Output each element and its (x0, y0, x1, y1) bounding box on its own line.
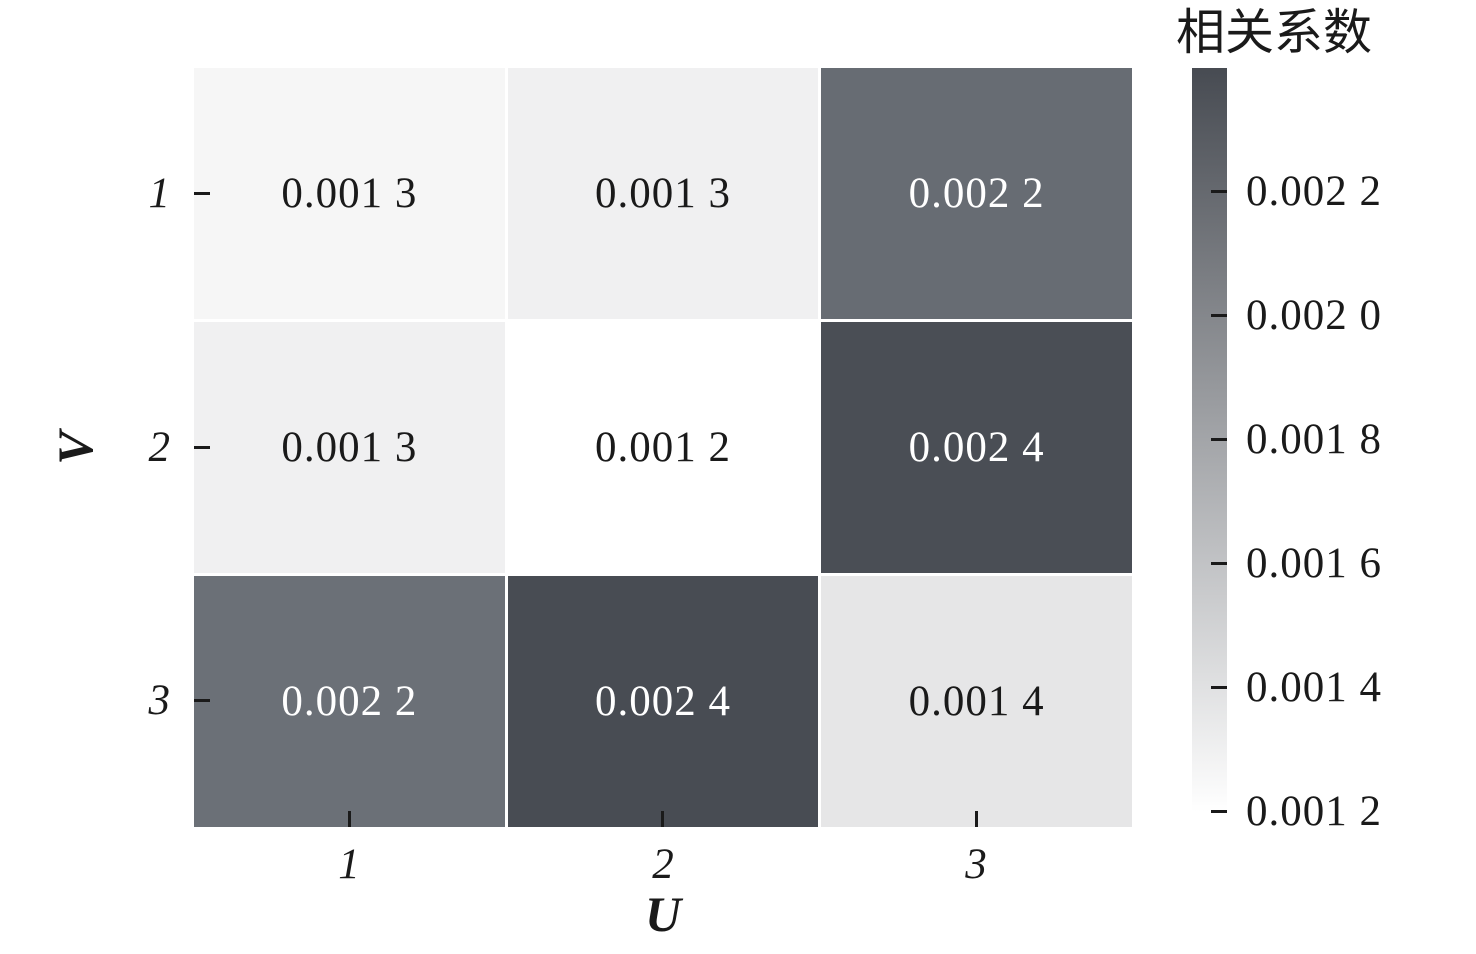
heatmap-cell: 0.001 4 (821, 576, 1132, 827)
y-tick-label: 2 (148, 424, 171, 471)
heatmap-cell: 0.002 4 (507, 576, 819, 827)
y-tick-mark (194, 699, 210, 702)
colorbar-tick-mark (1211, 810, 1227, 813)
y-tick-mark (194, 446, 210, 449)
x-tick-label: 1 (338, 841, 360, 888)
heatmap-cell: 0.001 3 (194, 68, 505, 319)
y-tick-label: 3 (148, 677, 171, 724)
y-tick-label: 1 (148, 170, 171, 217)
x-tick-label: 2 (652, 841, 674, 888)
heatmap-plot-area: 0.001 3 0.001 3 0.002 2 0.001 3 0.001 2 … (194, 68, 1132, 827)
x-tick-label: 3 (965, 841, 987, 888)
heatmap-cell: 0.001 3 (194, 322, 505, 573)
y-axis-label: V (47, 431, 103, 465)
colorbar-tick-label: 0.002 0 (1246, 292, 1382, 339)
heatmap-cell: 0.002 2 (194, 576, 505, 827)
heatmap-cell: 0.001 3 (507, 68, 819, 319)
x-tick-mark (975, 811, 978, 827)
colorbar-tick-mark (1211, 314, 1227, 317)
colorbar-tick-mark (1211, 438, 1227, 441)
y-tick-mark (194, 192, 210, 195)
colorbar-tick-mark (1211, 190, 1227, 193)
heatmap-cell: 0.002 4 (821, 322, 1132, 573)
colorbar-tick-mark (1211, 686, 1227, 689)
heatmap-cell: 0.001 2 (507, 322, 819, 573)
colorbar-tick-label: 0.001 6 (1246, 540, 1382, 587)
colorbar-tick-label: 0.001 8 (1246, 416, 1382, 463)
x-tick-mark (348, 811, 351, 827)
colorbar-tick-label: 0.002 2 (1246, 168, 1382, 215)
colorbar-tick-label: 0.001 2 (1246, 788, 1382, 835)
x-axis-label: U (644, 886, 682, 942)
colorbar-title: 相关系数 (1176, 5, 1373, 60)
heatmap-cell: 0.002 2 (821, 68, 1132, 319)
colorbar-tick-mark (1211, 562, 1227, 565)
colorbar-tick-label: 0.001 4 (1246, 664, 1382, 711)
x-tick-mark (661, 811, 664, 827)
